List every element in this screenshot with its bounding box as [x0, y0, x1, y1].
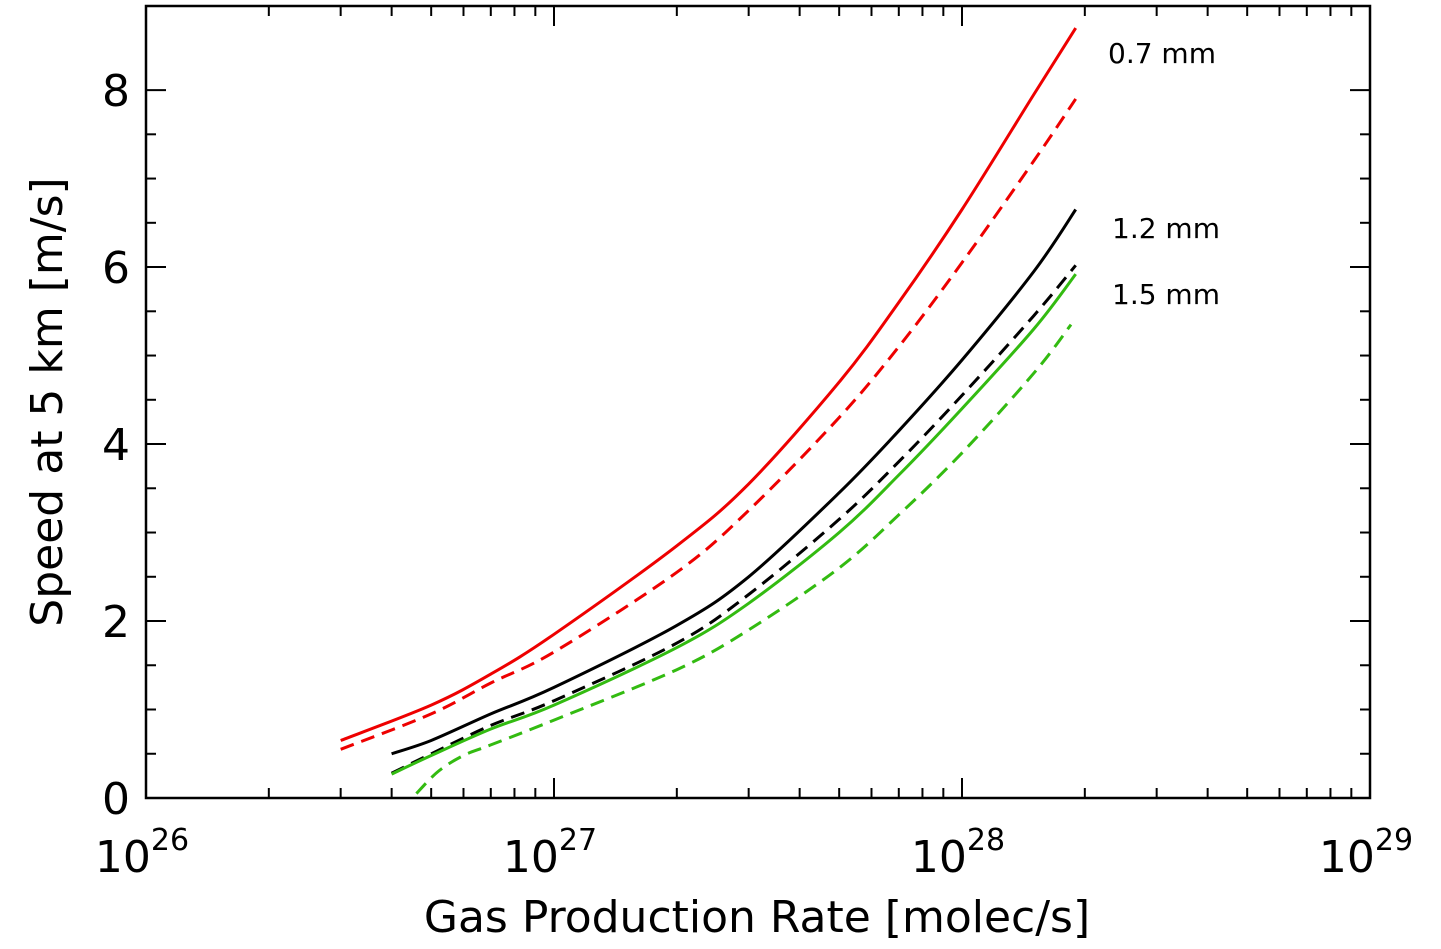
- x-tick-exponent: 27: [559, 823, 597, 858]
- y-tick-label: 6: [102, 243, 130, 294]
- y-tick-label: 8: [102, 66, 130, 117]
- y-tick-label: 2: [102, 597, 130, 648]
- x-tick-exponent: 28: [967, 823, 1005, 858]
- x-tick-base: 10: [503, 832, 559, 883]
- x-axis-title: Gas Production Rate [molec/s]: [424, 892, 1090, 943]
- y-tick-label: 0: [102, 774, 130, 825]
- series-line-1: [340, 98, 1077, 751]
- x-tick-base: 10: [95, 832, 151, 883]
- x-tick-label: 1029: [1319, 823, 1413, 883]
- y-axis-title: Speed at 5 km [m/s]: [22, 177, 73, 626]
- y-tick-label: 4: [102, 420, 130, 471]
- plot-frame: [144, 4, 1372, 800]
- x-tick-label: 1027: [503, 823, 597, 883]
- series-line-5: [415, 323, 1073, 795]
- series-line-3: [390, 264, 1077, 775]
- x-tick-base: 10: [911, 832, 967, 883]
- x-tick-exponent: 29: [1375, 823, 1413, 858]
- x-tick-base: 10: [1319, 832, 1375, 883]
- x-tick-exponent: 26: [151, 823, 189, 858]
- annotation-1-5mm: 1.5 mm: [1112, 278, 1220, 311]
- annotation-1-2mm: 1.2 mm: [1112, 212, 1220, 245]
- x-ticks: 1026 1027 1028 1029: [95, 6, 1413, 883]
- series-line-2: [391, 208, 1077, 756]
- series-layer: [340, 27, 1077, 795]
- x-tick-label: 1026: [95, 823, 189, 883]
- series-line-0: [340, 27, 1077, 742]
- x-tick-label: 1028: [911, 823, 1005, 883]
- annotation-0-7mm: 0.7 mm: [1108, 37, 1216, 70]
- series-line-4: [390, 273, 1077, 776]
- y-ticks: 0 2 4 6 8: [102, 66, 1370, 825]
